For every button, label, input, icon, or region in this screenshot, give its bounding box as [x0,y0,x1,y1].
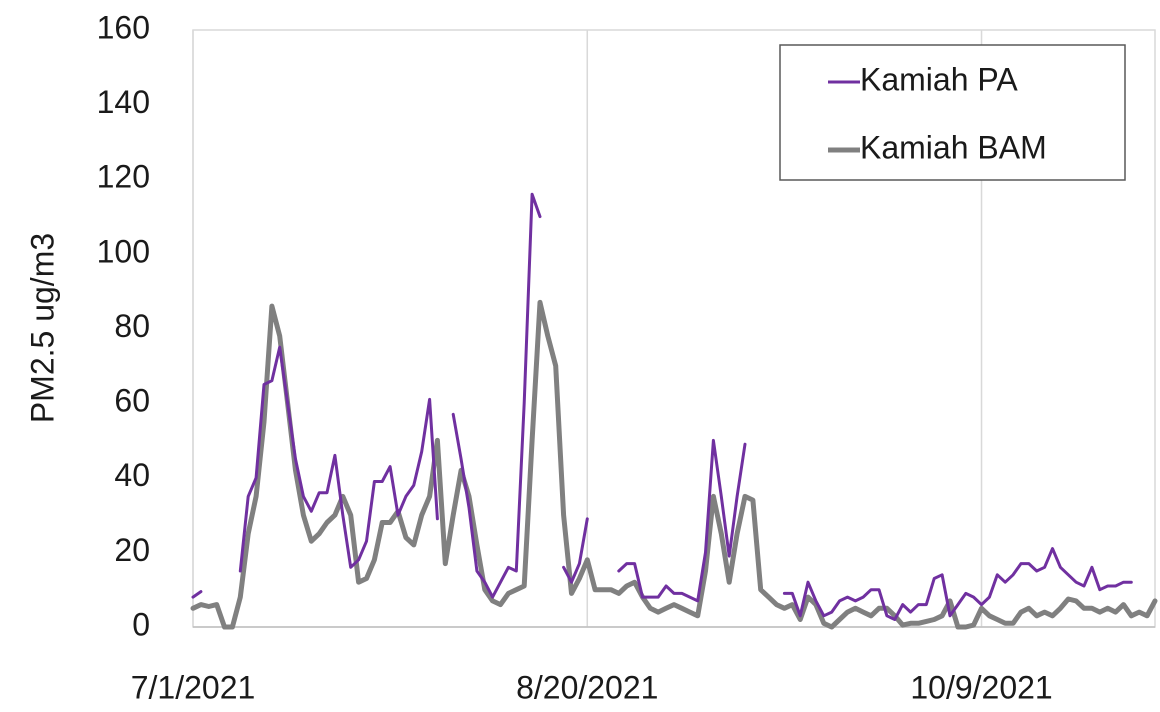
y-tick-label: 60 [114,383,150,419]
legend-label: Kamiah PA [860,61,1018,97]
series-line [191,192,1133,621]
x-tick-label: 8/20/2021 [516,669,658,705]
y-tick-label: 0 [132,606,150,642]
series-line [190,299,1158,630]
x-tick-label: 7/1/2021 [131,669,256,705]
legend: Kamiah PA Kamiah BAM [779,44,1126,181]
x-tick-label: 10/9/2021 [910,669,1052,705]
y-axis-title: PM2.5 ug/m3 [24,233,60,423]
y-tick-label: 140 [97,84,150,120]
y-tick-label: 160 [97,9,150,45]
y-tick-label: 20 [114,532,150,568]
y-tick-label: 100 [97,233,150,269]
y-tick-label: 80 [114,308,150,344]
legend-box [779,44,1126,181]
y-tick-label: 40 [114,457,150,493]
legend-label: Kamiah BAM [860,129,1047,165]
y-tick-label: 120 [97,159,150,195]
